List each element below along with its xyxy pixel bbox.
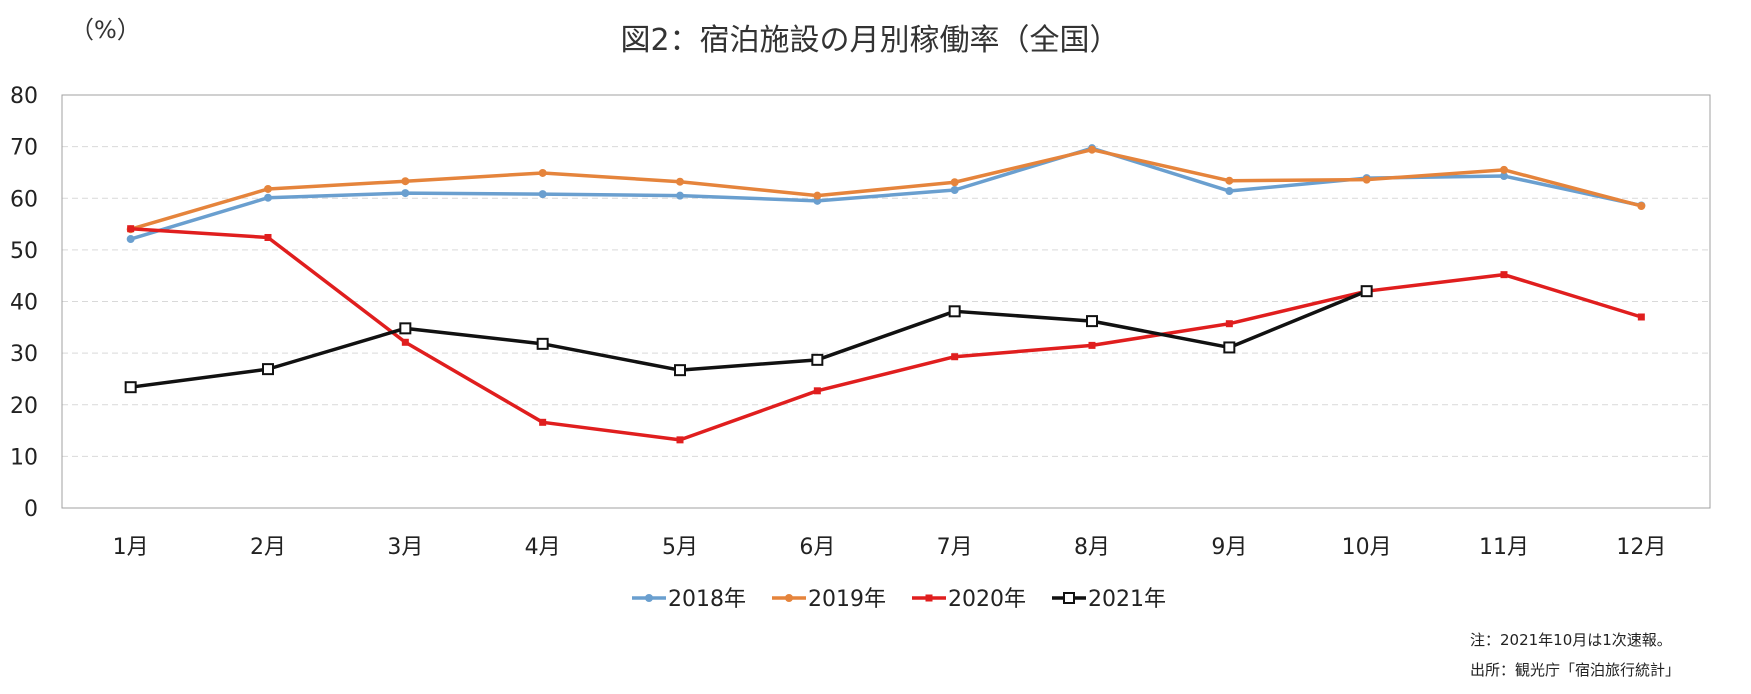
series-line (130, 146, 1642, 241)
x-tick-label: 9月 (1211, 535, 1247, 560)
x-tick-label: 10月 (1342, 535, 1392, 560)
legend-item: 2020年 (912, 587, 1026, 612)
y-tick-label: 0 (24, 497, 38, 522)
series-layer (124, 144, 1646, 444)
data-point (1223, 341, 1236, 354)
series-2019年 (126, 145, 1646, 234)
x-tick-label: 8月 (1074, 535, 1110, 560)
data-point (127, 225, 135, 233)
data-point (126, 235, 135, 244)
data-point (676, 436, 684, 444)
legend-label: 2021年 (1088, 587, 1166, 612)
data-point (1500, 172, 1508, 181)
series-2020年 (127, 225, 1645, 444)
data-point (399, 322, 412, 335)
y-tick-label: 30 (10, 342, 38, 367)
y-tick-label: 40 (10, 291, 38, 316)
data-point (401, 189, 410, 198)
data-point (950, 178, 959, 187)
legend-swatch-marker (925, 594, 933, 602)
x-tick-label: 4月 (525, 535, 561, 560)
data-point (124, 381, 137, 394)
legend: 2018年 2019年 2020年 2021年 (632, 587, 1166, 612)
y-tick-label: 20 (10, 394, 38, 419)
data-point (262, 363, 274, 376)
chart-source: 出所：観光庁「宿泊旅行統計」 (1470, 661, 1680, 679)
grid-lines (62, 146, 1710, 457)
legend-label: 2018年 (668, 587, 746, 612)
series-line (130, 147, 1642, 231)
data-point (1362, 175, 1371, 184)
data-point (676, 191, 684, 200)
data-point (264, 184, 272, 193)
data-point (1500, 165, 1508, 174)
y-axis-ticks: 0 10 20 30 40 50 60 70 80 (10, 84, 38, 522)
data-point (264, 233, 272, 241)
x-tick-label: 2月 (250, 535, 286, 560)
chart-note: 注：2021年10月は1次速報。 (1470, 631, 1672, 649)
legend-label: 2019年 (808, 587, 886, 612)
legend-item: 2018年 (632, 587, 746, 612)
data-point (948, 305, 961, 318)
x-tick-label: 5月 (662, 535, 698, 560)
legend-swatch-marker (1063, 592, 1075, 604)
legend-swatch-marker (785, 594, 793, 602)
data-point (950, 185, 959, 194)
data-point (676, 177, 684, 186)
x-axis-ticks: 1月 2月 3月 4月 5月 6月 7月 8月 9月 10月 11月 12月 (113, 535, 1667, 560)
x-tick-label: 12月 (1616, 535, 1666, 560)
series-line (130, 226, 1642, 442)
data-point (1225, 320, 1233, 328)
series-2021年 (124, 285, 1373, 394)
x-tick-label: 3月 (387, 535, 423, 560)
data-point (811, 353, 824, 366)
data-point (538, 190, 547, 199)
y-tick-label: 80 (10, 84, 38, 109)
data-point (538, 168, 547, 177)
data-point (539, 418, 547, 426)
y-axis-unit: （%） (70, 16, 141, 44)
data-point (1225, 187, 1234, 196)
series-line (130, 289, 1368, 389)
data-point (1500, 271, 1508, 279)
legend-item: 2021年 (1052, 587, 1166, 612)
data-point (1225, 176, 1234, 185)
data-point (813, 387, 821, 395)
x-tick-label: 11月 (1479, 535, 1529, 560)
y-tick-label: 50 (10, 239, 38, 264)
data-point (674, 364, 686, 377)
legend-item: 2019年 (772, 587, 886, 612)
x-tick-label: 6月 (799, 535, 835, 560)
y-tick-label: 10 (10, 445, 38, 470)
legend-swatch-marker (645, 594, 653, 602)
data-point (1637, 313, 1645, 321)
y-tick-label: 70 (10, 136, 38, 161)
data-point (401, 338, 409, 346)
legend-label: 2020年 (948, 587, 1026, 612)
x-tick-label: 7月 (937, 535, 973, 560)
data-point (1088, 341, 1096, 349)
y-tick-label: 60 (10, 187, 38, 212)
data-point (1088, 145, 1096, 154)
data-point (264, 193, 272, 202)
data-point (1086, 315, 1098, 328)
data-point (401, 177, 410, 186)
data-point (1637, 201, 1646, 210)
x-tick-label: 1月 (113, 535, 149, 560)
plot-area (61, 94, 1711, 509)
data-point (1360, 285, 1373, 298)
data-point (951, 353, 959, 361)
data-point (536, 337, 549, 350)
chart-title: 図2：宿泊施設の月別稼働率（全国） (620, 23, 1119, 58)
data-point (813, 191, 822, 200)
series-2018年 (126, 144, 1646, 244)
